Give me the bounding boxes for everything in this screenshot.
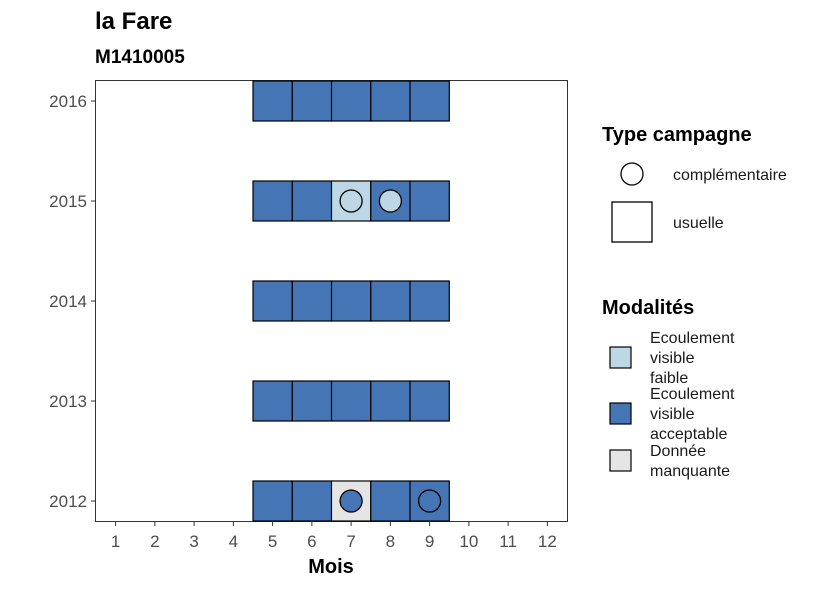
x-tick-label: 10 xyxy=(459,532,478,551)
legend-key-usuelle xyxy=(611,201,653,243)
tile-layer xyxy=(252,80,450,522)
x-tick-label: 1 xyxy=(111,532,120,551)
x-tick-label: 2 xyxy=(150,532,159,551)
legend-label-1: Ecoulement visible acceptable xyxy=(650,386,735,443)
legend-modalites: Modalités Ecoulement visible faibleEcoulem… xyxy=(602,297,735,480)
y-tick-label: 2016 xyxy=(49,92,87,111)
x-tick-label: 12 xyxy=(538,532,557,551)
legend-modalites-title: Modalités xyxy=(602,297,694,319)
tile-2012-8 xyxy=(370,480,411,522)
legend-label-complémentaire: complémentaire xyxy=(673,167,787,184)
tile-2016-6 xyxy=(291,80,333,122)
tile-2014-6 xyxy=(291,280,333,322)
y-tick-label: 2014 xyxy=(49,292,87,311)
tile-2014-9 xyxy=(409,280,450,322)
legend-campagne: Type campagne complémentaire usuelle xyxy=(602,124,787,243)
tile-2013-8 xyxy=(370,380,411,422)
x-tick-label: 6 xyxy=(307,532,316,551)
tile-2014-8 xyxy=(370,280,411,322)
point-layer xyxy=(339,189,442,513)
tile-2015-6 xyxy=(291,180,333,222)
tile-2012-6 xyxy=(291,480,333,522)
tile-2016-8 xyxy=(370,80,411,122)
tile-2012-5 xyxy=(252,480,293,522)
x-tick-label: 8 xyxy=(386,532,395,551)
tile-2013-5 xyxy=(252,380,293,422)
tile-2015-5 xyxy=(252,180,293,222)
point-2012-7 xyxy=(339,489,363,513)
legend-label-0: Ecoulement visible faible xyxy=(650,330,735,387)
point-2012-9 xyxy=(417,489,442,513)
legend-swatch-1 xyxy=(609,402,632,425)
y-tick-label: 2015 xyxy=(49,192,87,211)
chart-title: la Fare xyxy=(95,8,172,35)
tile-2014-5 xyxy=(252,280,293,322)
x-axis: 1 2 3 4 5 6 7 8 9 10 11 12 xyxy=(111,521,557,551)
legend-key-complémentaire xyxy=(620,162,644,186)
tile-2013-9 xyxy=(409,380,450,422)
legend-swatch-2 xyxy=(609,449,632,472)
tile-2013-7 xyxy=(330,380,372,422)
x-tick-label: 9 xyxy=(425,532,434,551)
x-tick-label: 11 xyxy=(499,532,517,551)
legend-label-usuelle: usuelle xyxy=(673,215,724,232)
x-tick-label: 7 xyxy=(346,532,355,551)
x-tick-label: 3 xyxy=(189,532,198,551)
tile-2016-7 xyxy=(330,80,372,122)
legend-swatch-0 xyxy=(609,346,632,369)
tile-2013-6 xyxy=(291,380,333,422)
x-axis-title: Mois xyxy=(308,556,354,578)
y-tick-label: 2012 xyxy=(49,492,87,511)
x-tick-label: 4 xyxy=(229,532,238,551)
tile-2014-7 xyxy=(330,280,372,322)
point-2015-7 xyxy=(339,189,363,213)
tile-2015-9 xyxy=(409,180,450,222)
point-2015-8 xyxy=(378,189,403,213)
tile-2016-9 xyxy=(409,80,450,122)
x-tick-label: 5 xyxy=(268,532,277,551)
y-axis: 2012 2013 2014 2015 2016 xyxy=(49,92,96,511)
y-tick-label: 2013 xyxy=(49,392,87,411)
legend-label-2: Donnée manquante xyxy=(650,443,730,480)
tile-2016-5 xyxy=(252,80,293,122)
legend-campagne-title: Type campagne xyxy=(602,124,752,146)
chart-subtitle: M1410005 xyxy=(95,47,185,68)
